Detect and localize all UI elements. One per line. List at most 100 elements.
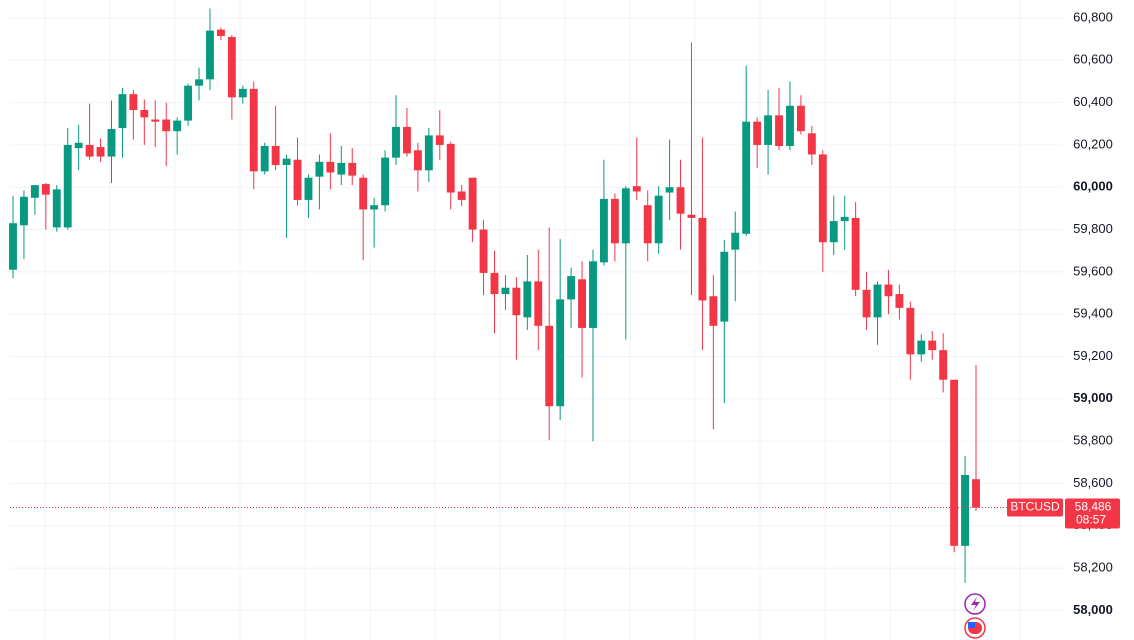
y-tick-label: 60,800 — [1073, 9, 1113, 24]
candle-body — [392, 126, 400, 158]
candle-body — [818, 154, 827, 243]
candle-body — [293, 159, 302, 200]
candle-body — [271, 145, 280, 166]
candle-body — [501, 287, 510, 295]
candle-body — [961, 474, 969, 546]
candle-body — [74, 142, 83, 149]
candle-body — [490, 272, 499, 295]
y-tick-label: 59,600 — [1073, 263, 1113, 278]
candle-body — [348, 162, 357, 176]
candle-body — [337, 162, 346, 175]
candle-body — [807, 133, 816, 155]
candle-body — [654, 195, 663, 244]
event-icons — [964, 593, 986, 639]
candle-body — [917, 340, 926, 355]
candle-body — [140, 110, 149, 118]
candle-body — [370, 205, 379, 210]
candle-body — [249, 88, 258, 172]
y-tick-label: 59,200 — [1073, 348, 1113, 363]
candle-body — [63, 144, 72, 228]
candle-body — [676, 187, 685, 214]
candle-body — [556, 299, 565, 407]
candle-body — [260, 145, 269, 172]
candle-body — [457, 191, 466, 200]
candle-body — [610, 198, 619, 244]
y-tick-label: 60,400 — [1073, 94, 1113, 109]
candle-body — [413, 150, 422, 171]
candle-body — [96, 147, 105, 157]
candle-body — [589, 261, 597, 328]
candle-body — [545, 325, 554, 407]
y-tick-label: 58,000 — [1073, 602, 1113, 617]
candle-body — [764, 115, 773, 145]
candle-body — [195, 79, 203, 86]
countdown-label: 08:57 — [1076, 513, 1106, 527]
candle-body — [151, 119, 160, 122]
y-tick-label: 59,400 — [1073, 306, 1113, 321]
candle-body — [315, 161, 324, 177]
candle-body — [698, 217, 707, 301]
candle-body — [326, 161, 335, 173]
candle-body — [30, 185, 39, 198]
candle-body — [359, 177, 368, 210]
candle-body — [435, 135, 444, 145]
candle-body — [534, 281, 543, 326]
candle-body — [85, 144, 94, 157]
candle-body — [162, 119, 171, 132]
candle-body — [632, 186, 641, 192]
candle-body — [742, 121, 751, 234]
candle-body — [9, 223, 17, 270]
candle-body — [173, 120, 182, 132]
y-tick-label: 60,000 — [1073, 179, 1113, 194]
candle-body — [621, 188, 630, 244]
y-tick-label: 58,800 — [1073, 433, 1113, 448]
time-grid — [44, 0, 1021, 640]
candle-body — [851, 217, 860, 290]
candle-body — [665, 187, 674, 193]
candle-body — [129, 94, 138, 111]
candle-body — [52, 189, 61, 228]
candle-body — [753, 121, 762, 145]
candle-body — [479, 229, 488, 273]
candle-body — [884, 284, 893, 297]
candle-body — [567, 276, 576, 300]
y-tick-label: 58,600 — [1073, 475, 1113, 490]
last-price-label: 58,486 — [1075, 500, 1112, 514]
candle-body — [939, 350, 948, 380]
candle-body — [895, 294, 904, 308]
plot: 58,00058,20058,40058,60058,80059,00059,2… — [9, 8, 1120, 617]
candle-body — [41, 184, 50, 195]
y-tick-label: 59,000 — [1073, 390, 1113, 405]
candle-body — [304, 177, 313, 200]
candle-body — [731, 232, 740, 250]
candle-body — [216, 29, 225, 36]
y-tick-label: 58,200 — [1073, 560, 1113, 575]
candle-body — [512, 287, 521, 316]
candle-body — [643, 205, 652, 244]
candle-body — [468, 177, 477, 230]
candle-body — [873, 284, 882, 318]
flag-canton — [968, 622, 975, 628]
candle-body — [775, 115, 783, 146]
candle-body — [184, 85, 193, 121]
candle-body — [227, 37, 236, 98]
candle-body — [796, 105, 805, 132]
candle-body — [928, 340, 937, 351]
candle-body — [238, 88, 247, 98]
candle-body — [862, 289, 871, 318]
candle-body — [578, 279, 586, 328]
price-badge — [1065, 498, 1120, 529]
candle-body — [424, 135, 433, 171]
y-tick-label: 59,800 — [1073, 221, 1113, 236]
symbol-badge — [1007, 498, 1063, 517]
candle-body — [403, 126, 411, 154]
candle-body — [786, 105, 794, 146]
candle-body — [206, 30, 214, 80]
candle-body — [829, 221, 838, 243]
candle-body — [840, 216, 849, 222]
candle-body — [107, 129, 116, 157]
y-tick-label: 60,200 — [1073, 136, 1113, 151]
candle-body — [972, 479, 980, 508]
candle-body — [282, 158, 291, 166]
